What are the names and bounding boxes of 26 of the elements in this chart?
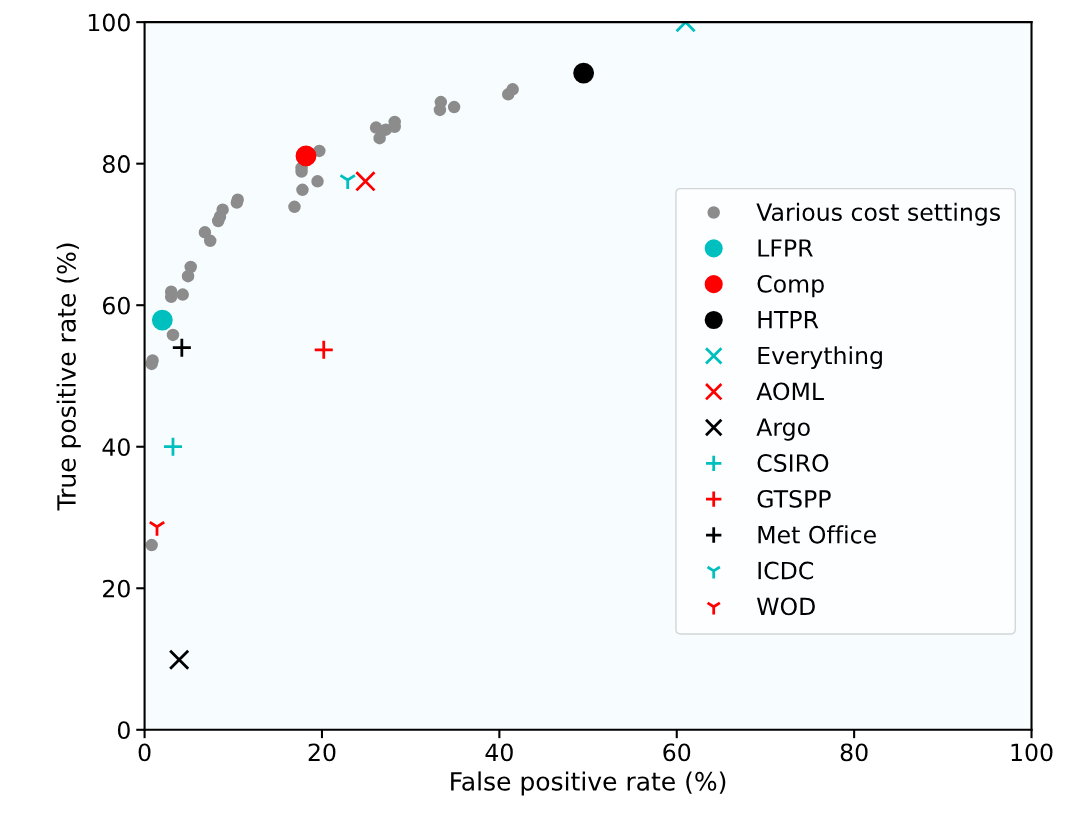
legend-label: WOD [756, 597, 815, 616]
y-tick-label: 60 [103, 296, 130, 315]
x-tick-label: 80 [840, 743, 868, 762]
y-tick-label: 80 [102, 155, 130, 173]
legend-label: Argo [756, 418, 810, 441]
y-tick-label: 40 [102, 438, 130, 457]
x-axis-title: False positive rate (%) [451, 771, 726, 796]
x-tick-label: 20 [308, 743, 336, 762]
legend-label: GTSPP [757, 489, 831, 508]
legend-label: CSIRO [757, 454, 829, 472]
x-tick-label: 40 [485, 743, 513, 762]
legend-label: Various cost settings [756, 202, 1000, 226]
legend-label: LFPR [758, 239, 813, 257]
y-tick-label: 0 [117, 721, 130, 740]
legend-label: HTPR [758, 311, 819, 329]
x-tick-label: 60 [663, 743, 691, 762]
legend-label: ICDC [758, 561, 814, 580]
y-axis-title: True positive rate (%) [56, 243, 81, 511]
x-tick-label: 0 [138, 743, 151, 762]
y-tick-label: 20 [103, 579, 130, 598]
legend-label: AOML [756, 382, 824, 401]
legend-label: Comp [757, 274, 824, 298]
x-tick-label: 100 [1011, 743, 1053, 762]
legend-label: Met Office [758, 525, 876, 544]
legend-label: Everything [758, 346, 882, 370]
y-tick-label: 100 [88, 13, 130, 32]
